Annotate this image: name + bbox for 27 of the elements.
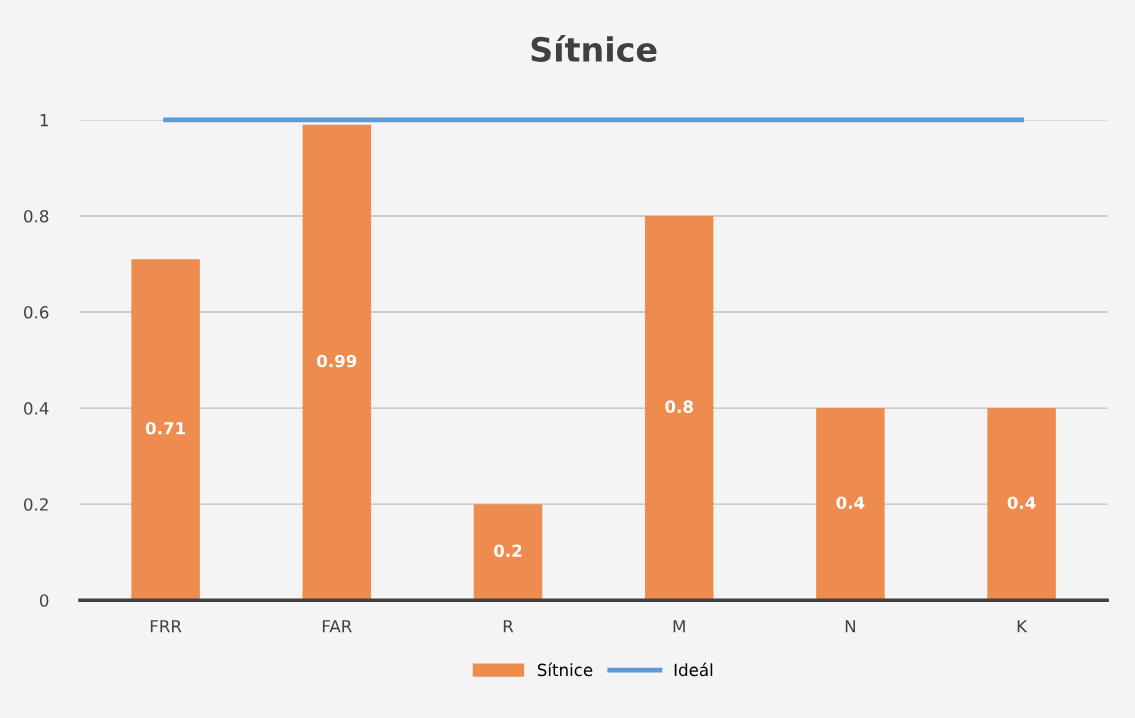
y-tick-label: 0.6	[24, 306, 49, 319]
chart-title: Sítnice	[531, 34, 657, 63]
bar	[816, 408, 885, 601]
data-label: 0.71	[145, 421, 186, 435]
data-label: 0.8	[665, 400, 693, 413]
x-tick-label: FRR	[150, 620, 182, 633]
y-tick-label: 0.8	[24, 209, 49, 223]
bar	[131, 259, 200, 601]
bar	[473, 504, 543, 601]
y-tick-label: 0.2	[24, 498, 48, 511]
bar	[987, 408, 1056, 601]
x-tick-label: M	[673, 620, 685, 633]
legend-label: Sítnice	[537, 662, 593, 677]
bar	[302, 124, 372, 601]
x-tick-label: FAR	[322, 620, 352, 633]
y-tick-label: 0.4	[24, 402, 49, 415]
x-tick-label: R	[503, 620, 514, 633]
bar	[644, 215, 714, 601]
data-label: 0.99	[317, 354, 357, 368]
data-label: 0.4	[1007, 496, 1036, 510]
y-tick-label: 1	[40, 114, 48, 127]
legend-label: Ideál	[674, 662, 713, 677]
x-tick-label: K	[1017, 620, 1028, 633]
data-label: 0.4	[836, 496, 865, 510]
data-label: 0.2	[494, 544, 522, 558]
x-tick-label: N	[845, 620, 855, 633]
y-tick-label: 0	[39, 594, 49, 607]
